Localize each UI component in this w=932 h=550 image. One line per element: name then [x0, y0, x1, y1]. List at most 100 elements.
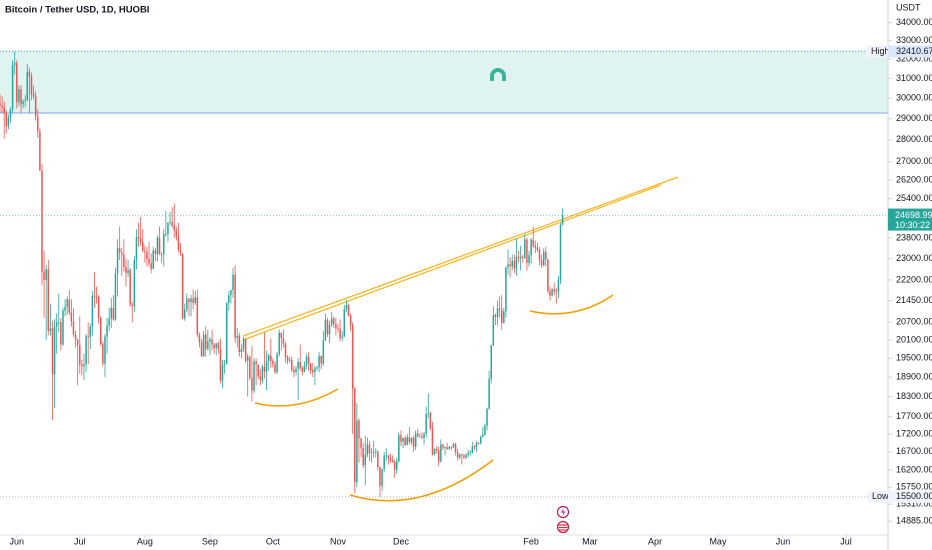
candle-body	[110, 307, 113, 319]
candle-body	[274, 364, 276, 373]
x-tick-label: Jun	[10, 536, 25, 546]
y-tick-label: 15310.00	[896, 499, 932, 509]
candle-body	[396, 461, 398, 470]
x-tick-label: Oct	[266, 536, 281, 546]
x-tick-label: Nov	[330, 536, 347, 546]
candle-body	[465, 455, 467, 458]
y-tick-label: 17700.00	[896, 411, 932, 421]
candle-body	[28, 71, 31, 77]
candle-body	[171, 221, 173, 226]
candle-body	[202, 334, 205, 357]
y-tick-label: 17200.00	[896, 428, 932, 438]
candle-body	[366, 444, 369, 455]
candle-body	[301, 368, 304, 372]
candle-body	[404, 437, 406, 445]
candle-body	[547, 259, 549, 291]
candle-body	[234, 274, 236, 338]
candle-body	[458, 454, 461, 458]
candle-body	[326, 320, 329, 335]
candle-body	[68, 299, 71, 313]
candle-body	[312, 370, 314, 373]
candle-body	[389, 458, 392, 461]
candle-body	[553, 289, 555, 292]
candle-body	[435, 448, 438, 451]
candle-body	[24, 100, 26, 102]
candle-body	[158, 237, 161, 255]
candle-body	[473, 446, 476, 448]
candle-body	[450, 446, 453, 448]
candle-body	[133, 259, 136, 307]
candle-body	[421, 436, 423, 438]
candle-body	[295, 368, 297, 373]
x-tick-label: Jun	[776, 536, 791, 546]
y-tick-label: 26200.00	[896, 174, 932, 184]
candle-body	[131, 304, 134, 307]
y-tick-label: 33000.00	[896, 35, 932, 45]
candle-body	[370, 452, 373, 453]
candle-body	[288, 359, 291, 361]
x-tick-label: Sep	[202, 536, 218, 546]
candle-body	[351, 325, 354, 389]
candle-body	[7, 117, 10, 126]
candle-body	[225, 302, 228, 364]
candle-body	[238, 335, 241, 353]
candle-body	[448, 446, 450, 449]
candle-body	[5, 113, 8, 126]
y-tick-label: 34000.00	[896, 17, 932, 27]
candle-body	[118, 248, 121, 253]
candle-body	[398, 435, 400, 462]
candle-body	[251, 377, 253, 391]
candle-body	[536, 247, 539, 250]
candle-body	[70, 312, 73, 322]
candle-body	[196, 297, 199, 336]
candle-body	[528, 255, 530, 264]
candle-body	[337, 328, 339, 330]
candle-body	[305, 356, 308, 366]
candle-body	[505, 267, 507, 312]
y-tick-label: 18900.00	[896, 371, 932, 381]
candle-body	[253, 361, 255, 391]
candle-body	[551, 289, 553, 296]
candle-body	[446, 447, 448, 449]
candle-body	[219, 349, 222, 381]
candle-body	[324, 320, 327, 341]
candle-body	[200, 341, 203, 357]
candle-body	[162, 234, 165, 255]
candle-body	[16, 63, 18, 103]
event-icon	[561, 508, 566, 516]
x-tick-label: Aug	[137, 536, 153, 546]
high-tag	[866, 45, 888, 58]
candle-body	[297, 361, 299, 369]
candle-body	[257, 364, 259, 377]
y-tick-label: 31000.00	[896, 73, 932, 83]
candle-body	[102, 343, 104, 364]
candle-body	[230, 290, 232, 296]
candle-body	[209, 339, 211, 342]
y-tick-label: 21450.00	[896, 295, 932, 305]
candle-body	[314, 368, 316, 373]
candle-body	[381, 469, 383, 487]
candle-body	[328, 325, 331, 335]
candle-body	[425, 413, 427, 434]
candle-body	[93, 295, 96, 297]
candle-body	[293, 369, 295, 373]
candle-body	[276, 354, 278, 373]
y-tick-label: 30000.00	[896, 93, 932, 103]
zone	[0, 50, 888, 113]
candle-body	[375, 451, 377, 453]
candle-body	[18, 89, 20, 103]
x-tick-label: Mar	[582, 536, 598, 546]
candle-body	[406, 437, 409, 445]
candle-body	[526, 239, 528, 264]
y-tick-label: 18300.00	[896, 391, 932, 401]
candle-body	[154, 250, 157, 254]
candle-body	[81, 364, 83, 367]
candle-body	[215, 343, 217, 349]
low-name: Low	[872, 491, 889, 501]
candle-body	[477, 442, 480, 444]
candle-body	[484, 425, 486, 435]
y-tick-label: 20100.00	[896, 334, 932, 344]
candle-body	[356, 420, 358, 483]
candle-body	[368, 444, 371, 453]
